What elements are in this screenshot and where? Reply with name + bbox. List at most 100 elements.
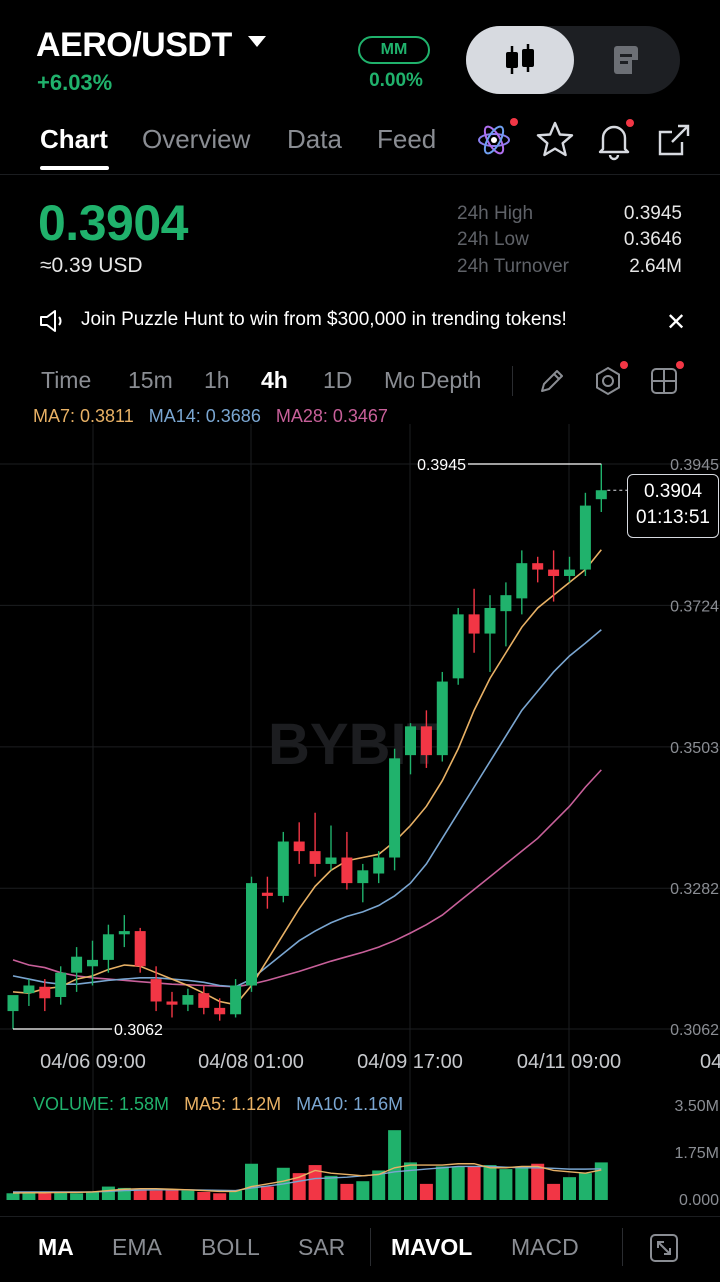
interval-15m[interactable]: 15m [128, 367, 173, 393]
stat-label-high: 24h High [457, 203, 534, 224]
ai-assistant-icon[interactable] [472, 118, 516, 162]
view-toggle[interactable] [466, 26, 680, 94]
candle-body [182, 995, 194, 1005]
high-low-markers: 0.3945 0.3062 [13, 457, 627, 1039]
header-divider [0, 174, 720, 175]
volume-bar [356, 1181, 370, 1200]
candle-view-button[interactable] [466, 26, 574, 94]
candle-body [436, 681, 448, 756]
interval-more[interactable]: Mo [384, 367, 414, 393]
pair-change-percent: +6.03% [37, 70, 113, 95]
bell-icon[interactable] [592, 118, 636, 162]
volume-bar [197, 1191, 211, 1200]
indicator-divider [370, 1228, 371, 1266]
volume-tick-label: 0.000 [679, 1192, 719, 1209]
volume-bar [133, 1189, 147, 1200]
ma28-line [12, 769, 602, 988]
pair-title[interactable]: AERO/USDT [36, 26, 232, 64]
volume-bar [594, 1162, 608, 1200]
volume-bar [22, 1191, 36, 1200]
active-tab-indicator [40, 166, 109, 170]
candle-body [595, 490, 607, 500]
interval-4h[interactable]: 4h [261, 367, 288, 393]
high-marker-label: 0.3945 [417, 457, 466, 474]
last-price: 0.3904 [38, 195, 188, 251]
settings-icon[interactable] [591, 364, 625, 398]
tab-chart[interactable]: Chart [40, 124, 108, 154]
interval-1d[interactable]: 1D [323, 367, 353, 393]
candle-body [118, 931, 130, 935]
candle-body [325, 857, 337, 864]
share-icon[interactable] [652, 118, 696, 162]
stat-label-turnover: 24h Turnover [457, 256, 569, 277]
candle-body [516, 563, 528, 599]
volume-bar [38, 1193, 52, 1200]
tab-feed[interactable]: Feed [377, 124, 437, 154]
candle-body [357, 870, 369, 884]
volume-legend: VOLUME: 1.58M MA5: 1.12M MA10: 1.16M [33, 1094, 413, 1115]
candle-body [389, 758, 401, 858]
document-icon [614, 46, 638, 74]
depth-tab[interactable]: Depth [420, 367, 482, 393]
speaker-icon [40, 310, 62, 332]
layout-grid-icon[interactable] [647, 364, 681, 398]
volume-bar [531, 1163, 545, 1200]
pencil-icon[interactable] [535, 364, 569, 398]
price-tick-label: 0.3945 [670, 457, 719, 474]
candle-body [484, 607, 496, 634]
candle-body [452, 614, 464, 679]
info-view-button[interactable] [574, 26, 680, 94]
volume-bar [451, 1166, 465, 1200]
volume-bar [515, 1166, 529, 1200]
volume-bar [86, 1191, 99, 1200]
mm-badge[interactable]: MM [358, 36, 430, 64]
volume-bar [70, 1193, 84, 1200]
current-price: 0.3904 [643, 481, 703, 502]
candle-body [71, 956, 83, 973]
announcement-text[interactable]: Join Puzzle Hunt to win from $300,000 in… [81, 309, 567, 330]
tab-data[interactable]: Data [287, 124, 342, 154]
time-tick-label: 04/11 09:00 [517, 1051, 621, 1073]
volume-bar [181, 1190, 195, 1200]
ma7-value: MA7: 0.3811 [33, 406, 134, 426]
interval-time[interactable]: Time [41, 367, 92, 393]
volume-bar [404, 1162, 417, 1200]
chart-grid [0, 424, 720, 1200]
volume-bar [54, 1192, 68, 1200]
volume-bar [308, 1165, 322, 1200]
volume-bar [229, 1190, 243, 1200]
volume-bar [340, 1183, 354, 1200]
fullscreen-icon[interactable] [648, 1232, 680, 1264]
indicator-ema[interactable]: EMA [112, 1234, 162, 1260]
candle-body [261, 892, 273, 896]
vol-ma10-value: MA10: 1.16M [296, 1094, 404, 1114]
indicator-macd[interactable]: MACD [511, 1234, 579, 1260]
bottom-divider [0, 1216, 720, 1217]
usd-price: ≈0.39 USD [40, 254, 143, 277]
candle-countdown: 01:13:51 [636, 507, 710, 528]
tab-overview[interactable]: Overview [142, 124, 251, 154]
volume-bar [101, 1186, 115, 1200]
indicator-ma[interactable]: MA [38, 1234, 74, 1260]
star-icon[interactable] [533, 118, 577, 162]
volume-tick-label: 1.75M [675, 1145, 719, 1162]
volume-bars [6, 1130, 608, 1200]
indicator-sar[interactable]: SAR [298, 1234, 346, 1260]
indicator-mavol[interactable]: MAVOL [391, 1234, 473, 1260]
time-tick-label: 04/06 09:00 [40, 1051, 146, 1073]
indicator-divider [622, 1228, 623, 1266]
vol-ma5-value: MA5: 1.12M [184, 1094, 282, 1114]
vol-ma10-line [13, 1165, 602, 1193]
interval-1h[interactable]: 1h [204, 367, 230, 393]
candlestick-icon [506, 44, 534, 74]
volume-bar [372, 1170, 386, 1200]
candle-body [166, 1001, 178, 1005]
pair-dropdown-icon[interactable] [248, 36, 266, 47]
indicator-boll[interactable]: BOLL [201, 1234, 260, 1260]
current-price-tag: 0.3904 01:13:51 [627, 474, 719, 538]
volume-bar [388, 1130, 402, 1200]
close-banner-button[interactable]: ✕ [666, 309, 687, 336]
candle-body [405, 726, 416, 756]
volume-bar [547, 1183, 561, 1200]
